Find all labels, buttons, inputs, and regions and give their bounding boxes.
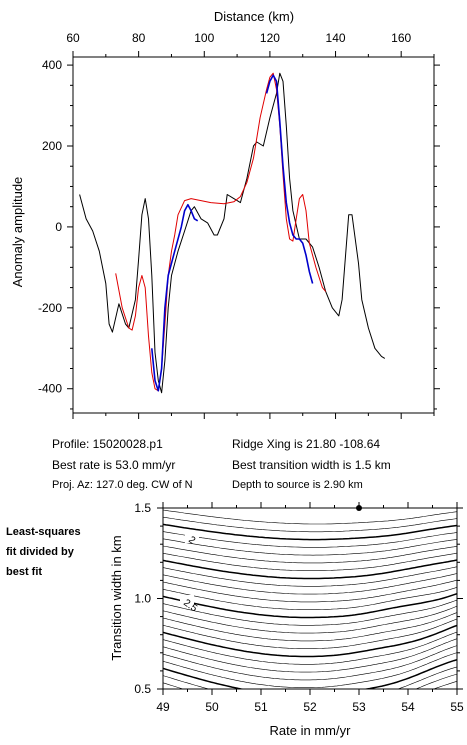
depth-to-source-label: Depth to source is 2.90 km xyxy=(232,479,363,491)
contour-line xyxy=(163,658,457,689)
ridge-crossing-label: Ridge Xing is 21.80 -108.64 xyxy=(232,437,381,451)
top-x-tick-label: 140 xyxy=(326,31,346,45)
observed-anomaly-line xyxy=(79,72,386,394)
side-caption-line-3: best fit xyxy=(6,566,43,578)
bottom-y-axis-title: Transition width in km xyxy=(109,535,124,660)
contour-line xyxy=(163,638,457,673)
best-fit-marker xyxy=(356,505,362,511)
contour-line xyxy=(163,666,457,689)
top-x-tick-label: 160 xyxy=(391,31,411,45)
contour-line xyxy=(163,523,457,541)
bottom-x-tick-label: 50 xyxy=(205,700,219,714)
contour-label-bg xyxy=(180,595,194,606)
model-anomaly-line xyxy=(115,72,327,392)
contour-label-bg xyxy=(185,532,199,543)
contour-line xyxy=(163,538,457,556)
bottom-y-tick-label: 1.5 xyxy=(134,501,151,515)
contour-line xyxy=(163,573,457,595)
contour-line xyxy=(163,545,457,564)
bottom-y-tick-label: 0.5 xyxy=(134,682,151,696)
bottom-x-tick-label: 49 xyxy=(156,700,170,714)
bottom-x-tick-label: 51 xyxy=(254,700,268,714)
side-caption-line-2: fit divided by xyxy=(6,546,74,558)
top-x-axis-title: Distance (km) xyxy=(214,9,294,24)
top-y-tick-label: 0 xyxy=(55,220,62,234)
top-y-tick-label: -400 xyxy=(38,382,62,396)
contour-line xyxy=(163,624,457,658)
contour-line xyxy=(163,592,457,619)
contour-line xyxy=(163,652,457,688)
fit-window-line-1 xyxy=(151,203,199,392)
contour-line xyxy=(163,559,457,580)
contour-line xyxy=(163,579,457,603)
contour-line xyxy=(163,587,457,610)
top-x-tick-label: 100 xyxy=(194,31,214,45)
top-x-tick-label: 80 xyxy=(132,31,146,45)
bottom-y-tick-label: 1.0 xyxy=(134,592,151,606)
anomaly-profile-chart: Distance (km) 60 80 100 120 140 160 -400 -200 0… xyxy=(10,9,440,419)
side-caption-line-1: Least-squares xyxy=(6,526,81,538)
bottom-x-tick-label: 54 xyxy=(401,700,415,714)
contour-line xyxy=(163,605,457,634)
bottom-x-tick-label: 55 xyxy=(450,700,464,714)
contour-line xyxy=(163,631,457,665)
bottom-x-tick-label: 52 xyxy=(303,700,317,714)
top-y-axis-title: Anomaly amplitude xyxy=(10,177,25,288)
top-y-tick-label: 400 xyxy=(42,58,62,72)
projection-azimuth-label: Proj. Az: 127.0 deg. CW of N xyxy=(52,479,193,491)
top-x-tick-label: 60 xyxy=(66,31,80,45)
contour-line xyxy=(163,552,457,571)
profile-label: Profile: 15020028.p1 xyxy=(52,437,163,451)
top-y-tick-label: -200 xyxy=(38,301,62,315)
contour-label: 2 xyxy=(186,534,197,546)
contour-line xyxy=(163,612,457,642)
top-y-tick-label: 200 xyxy=(42,139,62,153)
top-plot-frame xyxy=(72,56,435,414)
best-rate-label: Best rate is 53.0 mm/yr xyxy=(52,458,176,472)
bottom-x-axis-title: Rate in mm/yr xyxy=(270,723,352,738)
bottom-x-tick-label: 53 xyxy=(352,700,366,714)
contour-line xyxy=(163,599,457,626)
contour-line xyxy=(163,516,457,533)
contour-line xyxy=(163,645,457,681)
contour-line xyxy=(163,618,457,649)
contour-line xyxy=(163,566,457,587)
fit-window-line-2 xyxy=(265,74,314,284)
contour-line xyxy=(163,531,457,548)
contour-line xyxy=(163,509,457,525)
best-width-label: Best transition width is 1.5 km xyxy=(232,458,391,472)
top-x-tick-label: 120 xyxy=(260,31,280,45)
